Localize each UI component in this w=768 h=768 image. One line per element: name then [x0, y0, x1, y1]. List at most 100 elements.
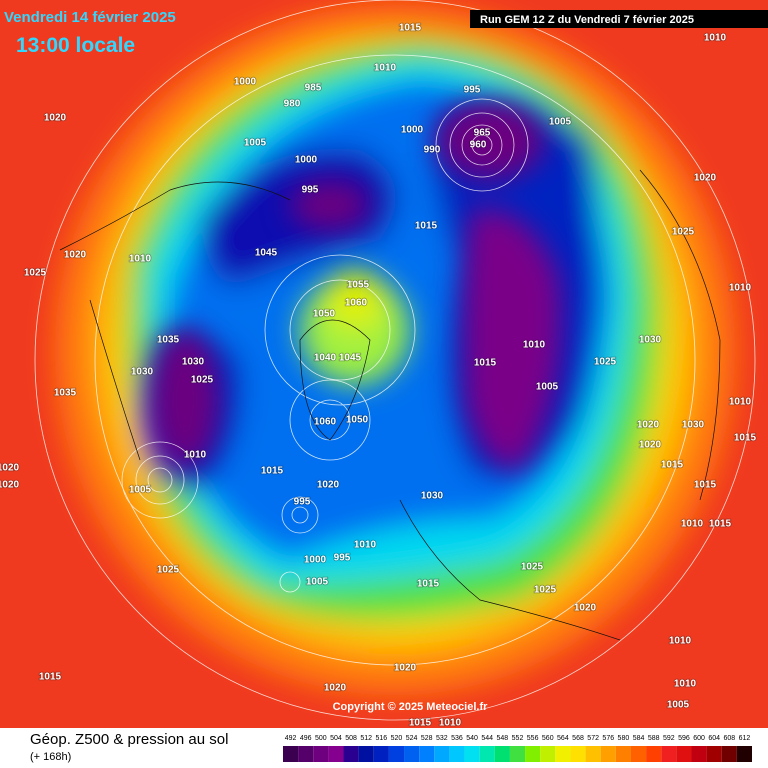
isobar-label: 1020 — [0, 463, 20, 474]
legend-label: 592 — [663, 735, 675, 742]
legend: 492 496 500 504 508 512 516 520 524 528 532 536 540 5… — [283, 735, 752, 762]
footer-title: Géop. Z500 & pression au sol — [30, 731, 228, 748]
isobar-label: 1025 — [157, 565, 180, 576]
legend-label: 528 — [421, 735, 433, 742]
legend-swatch — [388, 746, 405, 762]
legend-label: 548 — [497, 735, 509, 742]
legend-swatch — [419, 746, 435, 762]
isobar-label: 1000 — [234, 77, 257, 88]
legend-swatch — [585, 746, 601, 762]
isobar-label: 1010 — [354, 540, 377, 551]
isobar-label: 1010 — [729, 397, 752, 408]
legend-label: 556 — [527, 735, 539, 742]
isobar-label: 1025 — [534, 585, 557, 596]
run-box — [470, 10, 768, 28]
isobar-label: 1030 — [182, 357, 205, 368]
isobar-label: 985 — [305, 83, 322, 94]
legend-label: 496 — [300, 735, 312, 742]
legend-swatch — [298, 746, 314, 762]
legend-swatch — [736, 746, 752, 762]
isobar-label: 1015 — [417, 579, 440, 590]
legend-label: 568 — [572, 735, 584, 742]
isobar-label: 1050 — [313, 309, 336, 320]
isobar-label: 1015 — [409, 718, 432, 729]
run: Run GEM 12 Z du Vendredi 7 février 2025 — [480, 14, 694, 26]
legend-swatch — [313, 746, 329, 762]
isobar-label: 1020 — [0, 480, 20, 491]
legend-label: 492 — [285, 735, 297, 742]
isobar-label: 1030 — [421, 491, 444, 502]
footer-lead: (+ 168h) — [30, 751, 71, 763]
isobar-label: 1005 — [306, 577, 329, 588]
legend-label: 508 — [345, 735, 357, 742]
isobar-label: 1005 — [244, 138, 267, 149]
isobar-label: 1045 — [339, 353, 362, 364]
legend-label: 564 — [557, 735, 569, 742]
isobar-label: 1020 — [317, 480, 340, 491]
legend-swatch — [509, 746, 526, 762]
isobar-label: 1020 — [64, 250, 87, 261]
isobar-label: 1025 — [191, 375, 214, 386]
isobar-label: 990 — [424, 145, 441, 156]
isobar-label: 1015 — [415, 221, 438, 232]
date: Vendredi 14 février 2025 — [4, 9, 176, 26]
time: 13:00 locale — [16, 34, 135, 57]
isobar-label: 995 — [334, 553, 351, 564]
isobar-label: 1010 — [129, 254, 152, 265]
isobars — [34, 0, 756, 721]
isobar-label: 1055 — [347, 280, 370, 291]
legend-label: 612 — [739, 735, 751, 742]
legend-label: 608 — [723, 735, 735, 742]
isobar-label: 1010 — [704, 33, 727, 44]
isobar-label: 1010 — [681, 519, 704, 530]
legend-swatch — [449, 746, 465, 762]
legend-label: 552 — [512, 735, 524, 742]
isobar-label: 1025 — [594, 357, 617, 368]
isobar-label: 1010 — [184, 450, 207, 461]
legend-swatch — [630, 746, 647, 762]
isobar-label: 1000 — [401, 125, 424, 136]
isobar-label: 1020 — [44, 113, 67, 124]
isobar-label: 1020 — [394, 663, 417, 674]
isobar-label: 1015 — [694, 480, 717, 491]
isobar-label: 1015 — [661, 460, 684, 471]
isobar-label: 1050 — [346, 415, 369, 426]
isobar-label: 1020 — [574, 603, 597, 614]
legend-swatch — [358, 746, 374, 762]
isobar-label: 1030 — [639, 335, 662, 346]
isobar-label: 1005 — [129, 485, 152, 496]
isobar-label: 995 — [464, 85, 481, 96]
legend-label: 580 — [618, 735, 630, 742]
legend-label: 596 — [678, 735, 690, 742]
legend-label: 500 — [315, 735, 327, 742]
geopotential-field: 1015101010101020995100596596099010009859… — [0, 0, 768, 729]
isobar-label: 1025 — [672, 227, 695, 238]
isobar-label: 1035 — [157, 335, 180, 346]
isobar-label: 965 — [474, 128, 491, 139]
isobar-label: 1015 — [399, 23, 422, 34]
isobar-label: 960 — [470, 140, 487, 151]
legend-label: 576 — [602, 735, 614, 742]
coastlines — [59, 169, 721, 641]
isobar-label: 1000 — [295, 155, 318, 166]
isobar-label: 980 — [284, 99, 301, 110]
legend-swatch — [721, 746, 737, 762]
isobar-label: 1010 — [439, 718, 462, 729]
isobar-label: 1060 — [345, 298, 368, 309]
isobar-label: 1045 — [255, 248, 278, 259]
isobar-label: 1010 — [729, 283, 752, 294]
isobar-label: 1015 — [261, 466, 284, 477]
isobar-label: 995 — [294, 497, 311, 508]
legend-swatch — [328, 746, 344, 762]
isobar-label: 1020 — [694, 173, 717, 184]
legend-label: 532 — [436, 735, 448, 742]
isobar-label: 1030 — [131, 367, 154, 378]
isobar-label: 1025 — [521, 562, 544, 573]
legend-swatch — [373, 746, 389, 762]
legend-label: 600 — [693, 735, 705, 742]
isobar-label: 1025 — [24, 268, 47, 279]
legend-swatch — [661, 746, 677, 762]
legend-swatch — [570, 746, 586, 762]
legend-swatch — [434, 746, 450, 762]
isobar-label: 1020 — [324, 683, 347, 694]
